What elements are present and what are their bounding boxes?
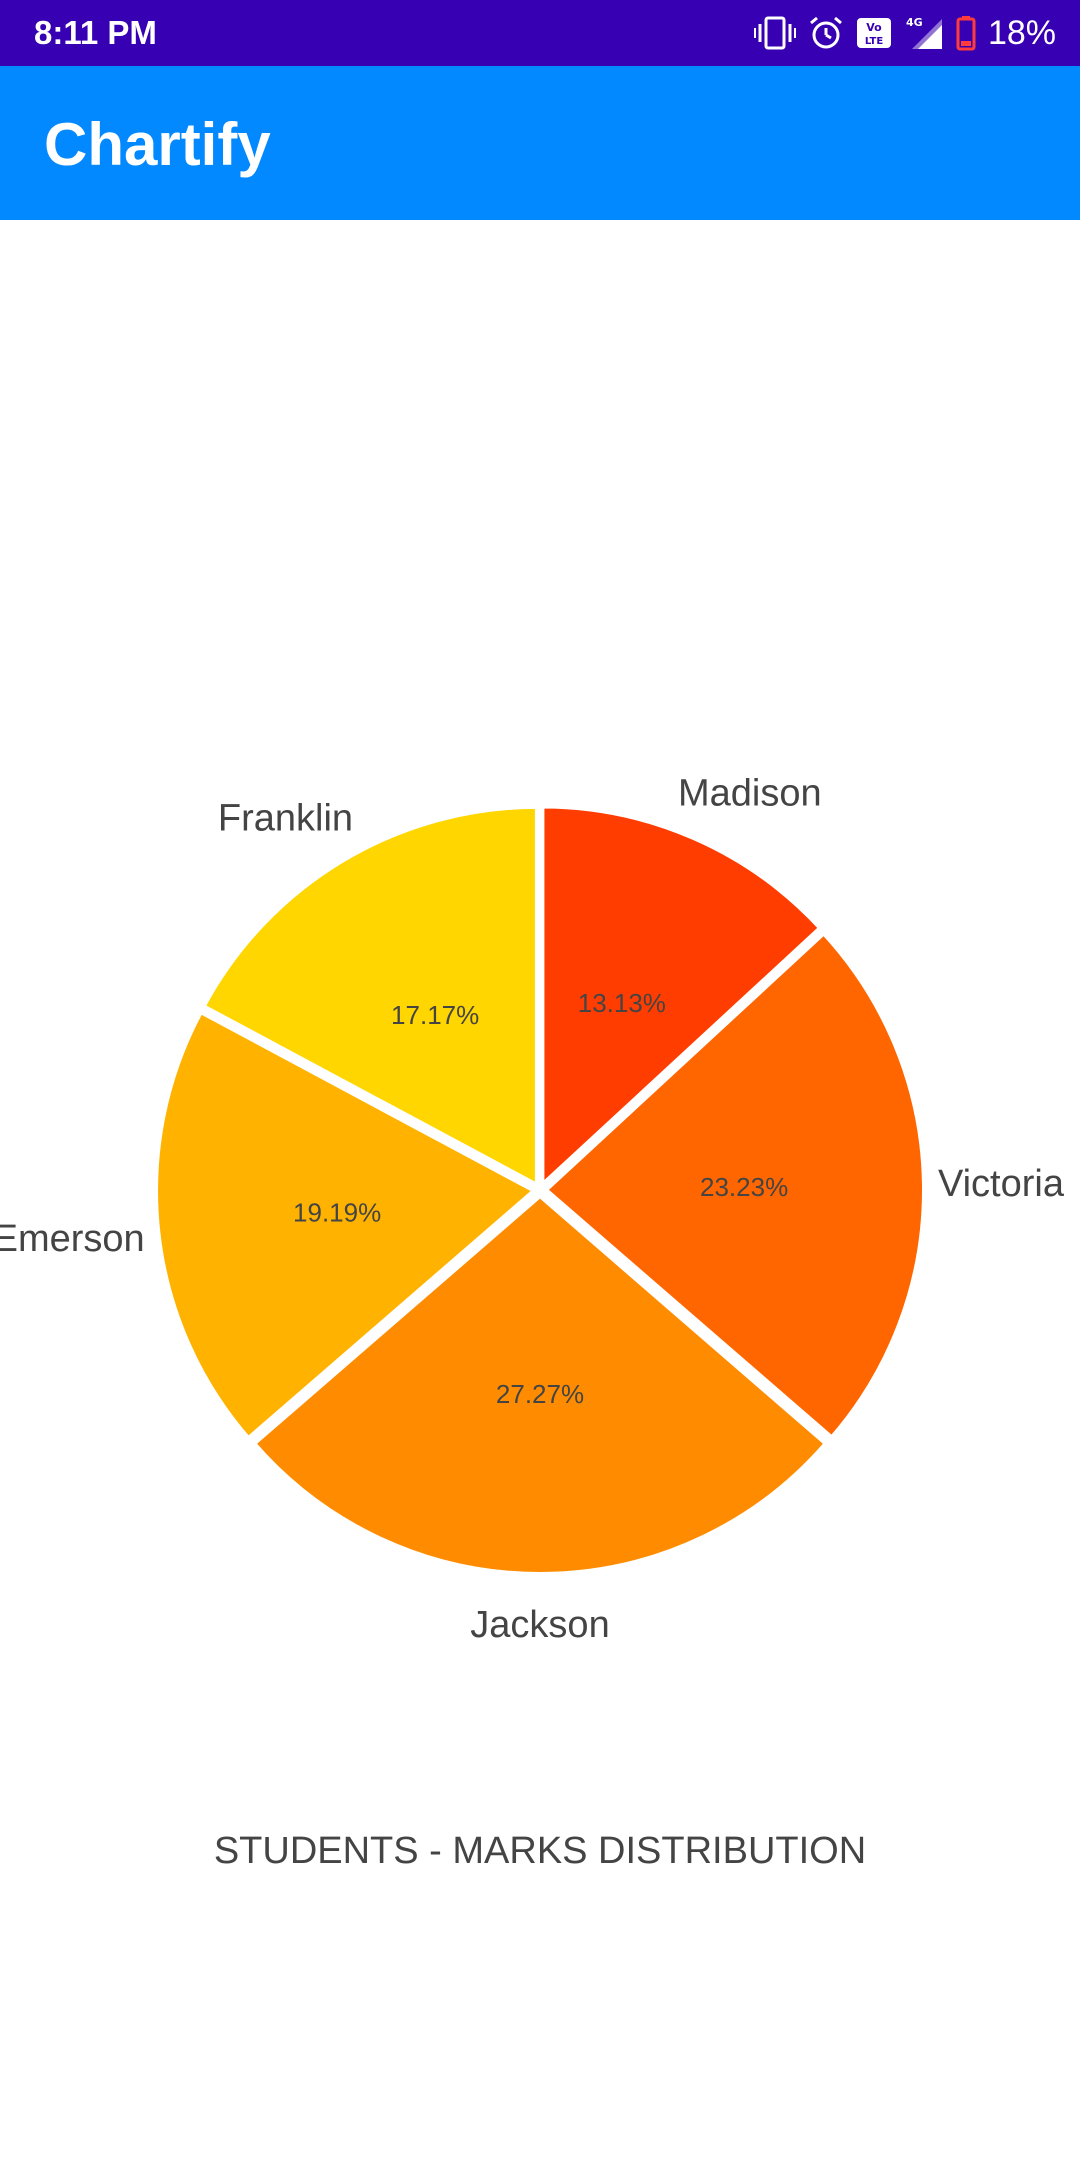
pie-slice-franklin[interactable] [201,804,539,1189]
slice-value-label-victoria: 23.23% [700,1172,788,1202]
chart-area: 13.13% Madison 23.23% Victoria 27.27% Jackson… [0,220,1080,1920]
svg-text:LTE: LTE [865,36,884,47]
svg-text:Vo: Vo [866,21,882,34]
vibrate-icon [753,16,796,50]
svg-text:4G: 4G [906,16,923,29]
slice-category-label-jackson: Jackson [470,1604,609,1646]
slice-value-label-jackson: 27.27% [496,1379,584,1409]
volte-icon: Vo LTE [856,17,892,49]
pie-slice-emerson[interactable] [154,1009,538,1442]
pie-chart: 13.13% Madison 23.23% Victoria 27.27% Jackson… [0,772,1065,1646]
slice-category-label-franklin: Franklin [218,798,353,840]
status-icons: Vo LTE 4G 18% [753,10,1056,56]
app-title: Chartify [44,111,271,178]
signal-4g-icon: 4G [904,15,944,51]
status-bar: 8:11 PM Vo LTE [0,0,1080,66]
battery-low-icon [956,15,976,51]
pie-slice-jackson[interactable] [251,1193,829,1577]
status-time: 8:11 PM [34,14,157,51]
slice-value-label-franklin: 17.17% [391,1000,479,1030]
pie-slice-madison[interactable] [540,804,823,1190]
slice-value-label-emerson: 19.19% [293,1198,381,1228]
slice-category-label-victoria: Victoria [938,1163,1065,1205]
chart-description: STUDENTS - MARKS DISTRIBUTION [213,1830,867,1872]
slice-category-label-emerson: Emerson [0,1218,145,1260]
slice-value-label-madison: 13.13% [578,988,666,1018]
alarm-icon [808,15,844,51]
battery-percent: 18% [987,13,1056,52]
pie-slice-victoria[interactable] [542,930,926,1441]
app-bar: Chartify [0,66,1080,220]
slice-category-label-madison: Madison [678,772,822,814]
